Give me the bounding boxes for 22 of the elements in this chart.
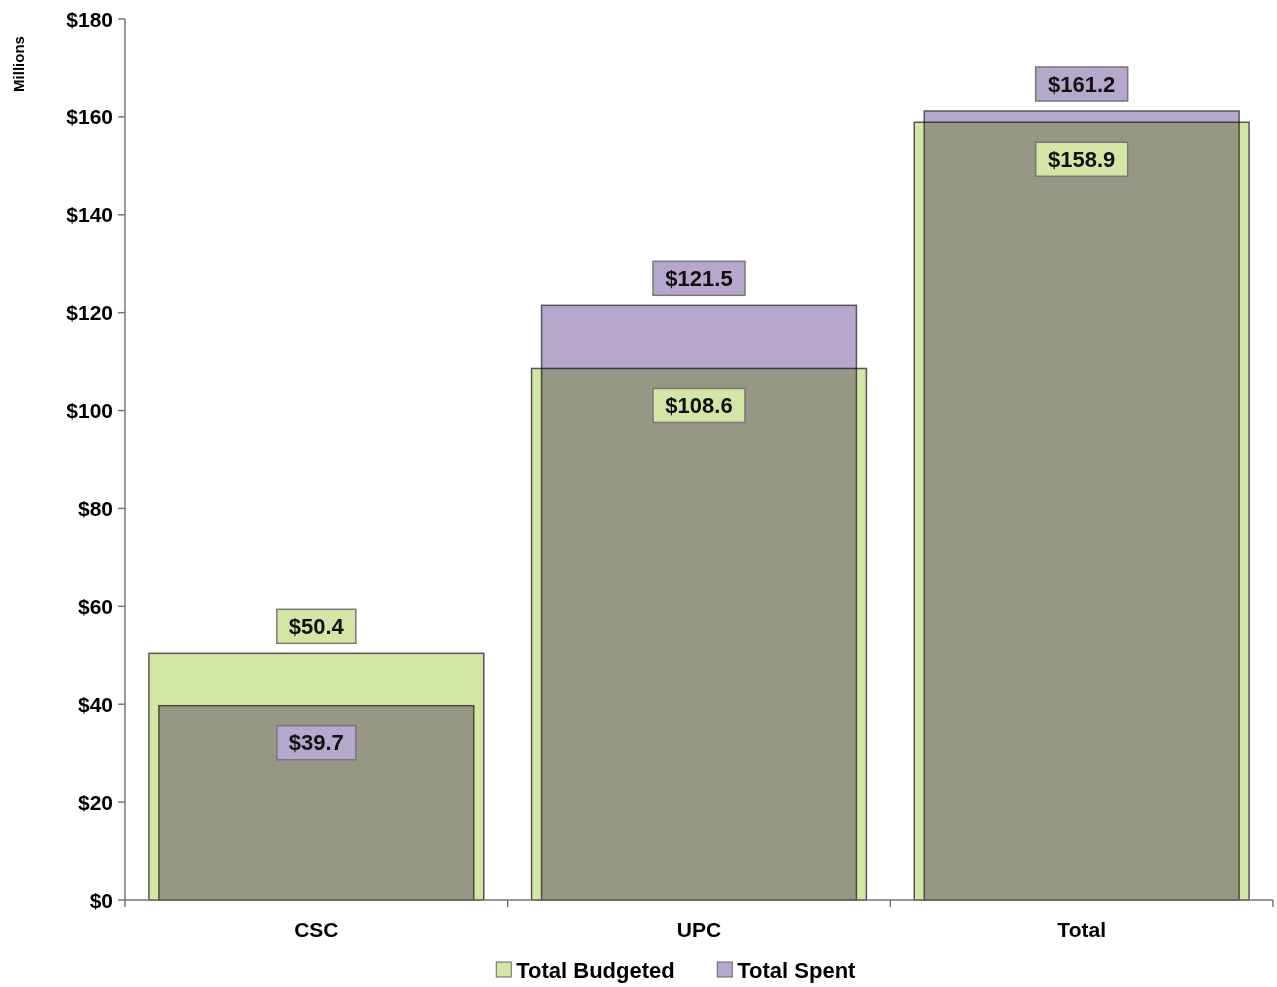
x-tick-label: CSC — [294, 918, 339, 941]
y-tick-label: $120 — [66, 301, 113, 325]
y-tick-label: $80 — [77, 496, 113, 520]
data-label: $161.2 — [1048, 71, 1116, 97]
data-label: $108.6 — [665, 392, 733, 418]
data-label: $158.9 — [1048, 146, 1116, 172]
legend-label: Total Spent — [737, 957, 857, 983]
y-tick-label: $0 — [89, 888, 113, 912]
y-axis-title: Millions — [10, 36, 27, 92]
y-tick-label: $180 — [66, 7, 113, 31]
data-label: $50.4 — [288, 613, 345, 639]
legend-label: Total Budgeted — [516, 957, 675, 983]
x-tick-label: UPC — [676, 918, 722, 941]
y-tick-label: $140 — [66, 203, 113, 227]
data-label: $39.7 — [288, 730, 344, 756]
data-label: $121.5 — [665, 265, 733, 291]
y-tick-label: $160 — [66, 105, 113, 129]
y-tick-label: $100 — [66, 399, 113, 423]
y-tick-label: $40 — [77, 692, 113, 716]
y-tick-label: $60 — [77, 594, 113, 618]
x-tick-label: Total — [1057, 918, 1106, 941]
y-tick-label: $20 — [77, 790, 113, 814]
